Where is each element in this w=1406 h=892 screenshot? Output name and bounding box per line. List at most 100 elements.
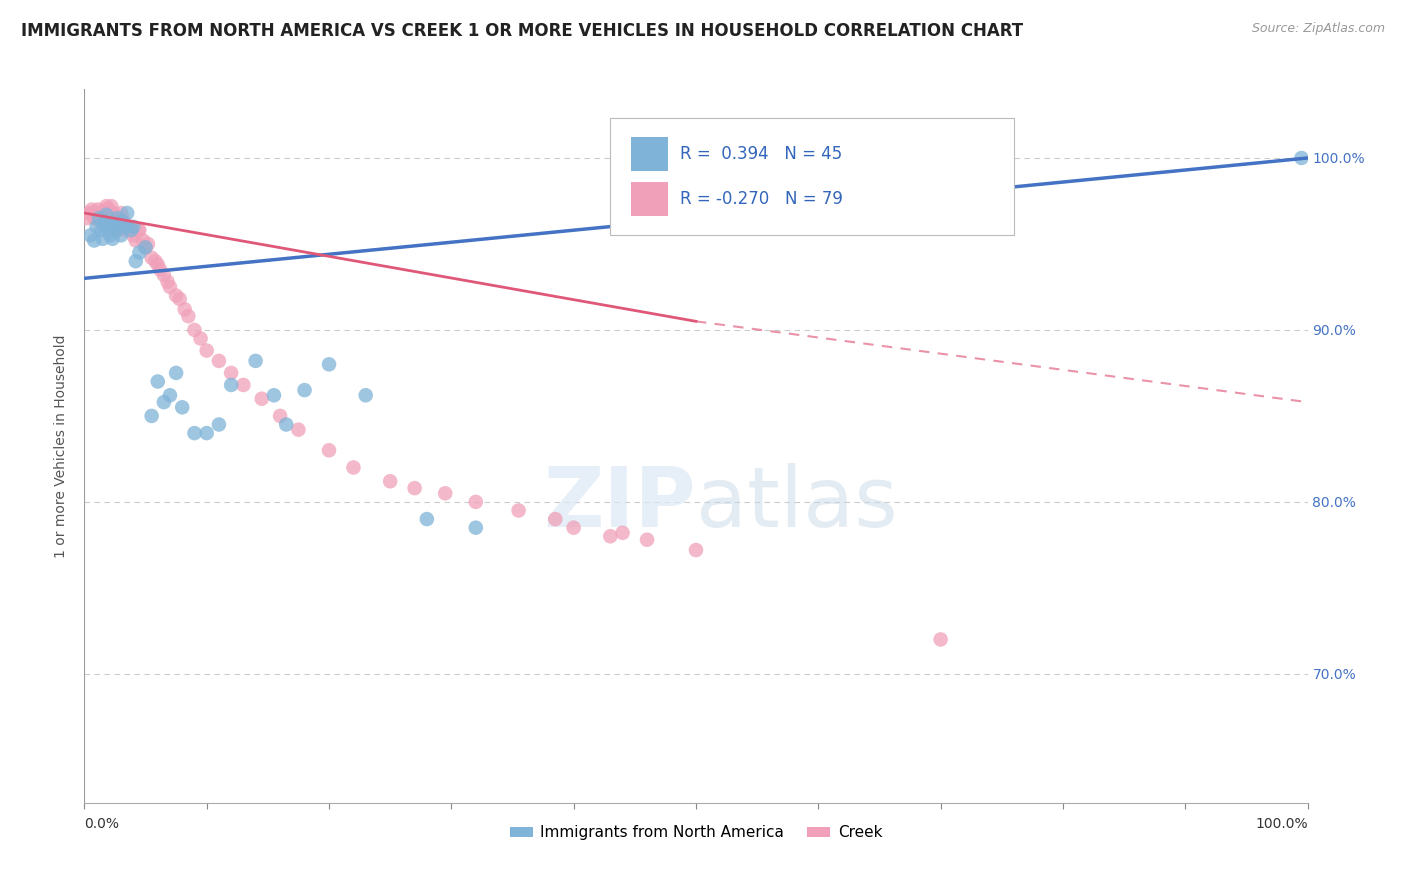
Point bbox=[232, 378, 254, 392]
Point bbox=[636, 533, 658, 547]
Point bbox=[599, 529, 621, 543]
Point bbox=[146, 258, 169, 272]
Point bbox=[354, 388, 377, 402]
Legend: Immigrants from North America, Creek: Immigrants from North America, Creek bbox=[503, 820, 889, 847]
Point bbox=[183, 323, 205, 337]
Point bbox=[96, 199, 118, 213]
Y-axis label: 1 or more Vehicles in Household: 1 or more Vehicles in Household bbox=[55, 334, 69, 558]
Point bbox=[76, 211, 98, 226]
Point bbox=[125, 234, 148, 248]
Text: IMMIGRANTS FROM NORTH AMERICA VS CREEK 1 OR MORE VEHICLES IN HOUSEHOLD CORRELATI: IMMIGRANTS FROM NORTH AMERICA VS CREEK 1… bbox=[21, 22, 1024, 40]
Point bbox=[112, 219, 135, 234]
Point bbox=[100, 223, 122, 237]
Point bbox=[250, 392, 273, 406]
Point bbox=[172, 401, 194, 415]
Point bbox=[219, 366, 242, 380]
Point bbox=[117, 219, 139, 234]
Point bbox=[685, 543, 707, 558]
Point bbox=[173, 302, 195, 317]
Point bbox=[82, 206, 104, 220]
Point bbox=[114, 219, 136, 234]
Point bbox=[87, 211, 110, 226]
Point bbox=[135, 240, 157, 254]
Point bbox=[111, 214, 134, 228]
Point bbox=[101, 211, 124, 226]
Point bbox=[190, 332, 212, 346]
Point bbox=[136, 236, 159, 251]
Point bbox=[318, 443, 340, 458]
Point bbox=[105, 223, 128, 237]
Text: 0.0%: 0.0% bbox=[84, 816, 120, 830]
Bar bbox=[631, 182, 668, 216]
Point bbox=[97, 211, 120, 226]
Point bbox=[508, 503, 530, 517]
Point bbox=[94, 214, 117, 228]
Text: Source: ZipAtlas.com: Source: ZipAtlas.com bbox=[1251, 22, 1385, 36]
Point bbox=[115, 219, 138, 234]
Point bbox=[318, 357, 340, 371]
Point bbox=[110, 216, 132, 230]
Point bbox=[342, 460, 364, 475]
Point bbox=[86, 219, 108, 234]
Point bbox=[464, 521, 486, 535]
Point bbox=[94, 202, 117, 217]
Point bbox=[107, 211, 129, 226]
Point bbox=[90, 223, 112, 237]
Point bbox=[153, 268, 176, 282]
Point bbox=[97, 219, 120, 234]
Text: R = -0.270   N = 79: R = -0.270 N = 79 bbox=[681, 190, 844, 208]
Point bbox=[84, 206, 107, 220]
Point bbox=[219, 378, 242, 392]
Point bbox=[929, 632, 952, 647]
Point bbox=[110, 206, 132, 220]
Point bbox=[100, 206, 122, 220]
Point bbox=[103, 206, 125, 220]
Point bbox=[120, 223, 142, 237]
Point bbox=[104, 219, 127, 234]
Point bbox=[90, 206, 112, 220]
Point bbox=[135, 240, 157, 254]
Point bbox=[125, 254, 148, 268]
Point bbox=[89, 211, 111, 226]
Point bbox=[132, 234, 155, 248]
Point bbox=[127, 223, 149, 237]
Point bbox=[83, 211, 105, 226]
Point bbox=[96, 208, 118, 222]
Point bbox=[143, 254, 166, 268]
Point bbox=[149, 262, 172, 277]
Point bbox=[169, 292, 191, 306]
Point bbox=[464, 495, 486, 509]
Point bbox=[98, 211, 121, 226]
Point bbox=[101, 232, 124, 246]
Point bbox=[91, 232, 114, 246]
Point bbox=[141, 409, 163, 423]
Point bbox=[97, 206, 120, 220]
Point bbox=[97, 202, 120, 217]
Point bbox=[105, 211, 128, 226]
Point bbox=[245, 354, 267, 368]
Point bbox=[612, 525, 634, 540]
Point bbox=[122, 219, 145, 234]
Point bbox=[111, 211, 134, 226]
Point bbox=[120, 223, 142, 237]
Point bbox=[269, 409, 291, 423]
Text: ZIP: ZIP bbox=[544, 463, 696, 543]
Point bbox=[177, 309, 200, 323]
Point bbox=[146, 375, 169, 389]
Point bbox=[159, 280, 181, 294]
Point bbox=[107, 216, 129, 230]
Point bbox=[159, 388, 181, 402]
Point bbox=[416, 512, 439, 526]
Point bbox=[165, 366, 187, 380]
Point bbox=[153, 395, 176, 409]
Point bbox=[83, 234, 105, 248]
Point bbox=[91, 211, 114, 226]
Point bbox=[183, 426, 205, 441]
Point bbox=[87, 210, 110, 224]
Point bbox=[115, 223, 138, 237]
Point bbox=[110, 228, 132, 243]
Point bbox=[128, 245, 150, 260]
Point bbox=[294, 383, 316, 397]
Point bbox=[77, 206, 100, 220]
Point bbox=[156, 275, 179, 289]
